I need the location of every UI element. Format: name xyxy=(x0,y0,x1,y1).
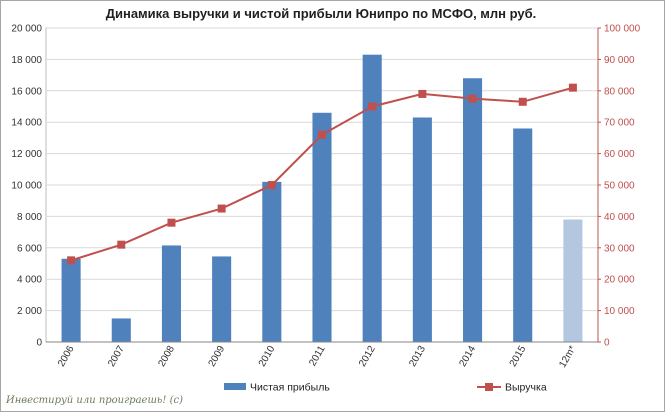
x-tick-label: 2007 xyxy=(106,344,127,369)
x-tick-label: 2011 xyxy=(307,344,327,369)
x-tick-label: 2014 xyxy=(457,344,478,369)
revenue-marker xyxy=(568,83,577,92)
y-right-tick-label: 100 000 xyxy=(604,24,641,35)
y-right-tick-label: 60 000 xyxy=(604,149,635,160)
profit-bar xyxy=(362,54,382,342)
revenue-marker xyxy=(518,97,527,106)
y-left-tick-label: 2 000 xyxy=(17,306,42,317)
x-tick-label: 2008 xyxy=(156,344,177,369)
y-right-tick-label: 70 000 xyxy=(604,118,635,129)
y-left-tick-label: 14 000 xyxy=(11,118,42,129)
y-right-tick-label: 90 000 xyxy=(604,55,635,66)
y-right-tick-label: 10 000 xyxy=(604,306,635,317)
y-left-tick-label: 18 000 xyxy=(11,55,42,66)
y-left-tick-label: 16 000 xyxy=(11,86,42,97)
y-left-tick-label: 4 000 xyxy=(17,275,42,286)
profit-bar xyxy=(513,128,533,342)
revenue-marker xyxy=(217,204,226,213)
profit-bar xyxy=(463,78,483,343)
y-left-tick-label: 0 xyxy=(36,338,42,349)
x-tick-label: 2015 xyxy=(508,344,529,369)
watermark: Инвестируй или проиграешь! (с) xyxy=(5,395,183,406)
y-right-tick-label: 0 xyxy=(604,338,610,349)
x-tick-label: 2010 xyxy=(257,344,278,369)
x-tick-label: 12m* xyxy=(557,344,578,370)
y-left-tick-label: 6 000 xyxy=(17,243,42,254)
y-left-tick-label: 20 000 xyxy=(11,24,42,35)
y-right-tick-label: 30 000 xyxy=(604,243,635,254)
y-right-tick-label: 40 000 xyxy=(604,212,635,223)
chart-title: Динамика выручки и чистой прибыли Юнипро… xyxy=(106,6,537,21)
profit-bar xyxy=(312,112,332,342)
revenue-marker xyxy=(67,256,76,265)
profit-bar xyxy=(563,219,583,342)
y-right-tick-label: 80 000 xyxy=(604,86,635,97)
profit-bar xyxy=(412,117,432,343)
x-tick-label: 2013 xyxy=(407,344,428,369)
revenue-marker xyxy=(468,94,477,103)
y-right-tick-label: 50 000 xyxy=(604,181,635,192)
y-left-tick-label: 8 000 xyxy=(17,212,42,223)
legend-swatch-profit xyxy=(224,383,246,390)
legend-marker-revenue xyxy=(485,383,493,391)
x-tick-label: 2009 xyxy=(207,344,228,369)
profit-bars xyxy=(61,54,583,343)
y-right-tick-label: 20 000 xyxy=(604,275,635,286)
revenue-marker xyxy=(267,181,276,189)
profit-bar xyxy=(212,256,232,342)
profit-bar xyxy=(161,245,181,342)
profit-bar xyxy=(61,258,81,342)
revenue-line xyxy=(67,83,577,265)
revenue-marker xyxy=(167,218,176,227)
revenue-marker xyxy=(318,130,326,139)
revenue-marker xyxy=(418,89,427,98)
profit-bar xyxy=(111,318,131,342)
legend-label-revenue: Выручка xyxy=(505,382,547,394)
y-left-tick-label: 10 000 xyxy=(11,181,42,192)
x-tick-label: 2012 xyxy=(357,344,378,369)
x-tick-label: 2006 xyxy=(56,344,77,369)
revenue-marker xyxy=(368,102,377,111)
legend: Чистая прибыль Выручка xyxy=(224,382,547,394)
legend-label-profit: Чистая прибыль xyxy=(250,382,330,394)
profit-bar xyxy=(262,181,282,342)
y-left-tick-label: 12 000 xyxy=(11,149,42,160)
revenue-marker xyxy=(117,240,126,249)
